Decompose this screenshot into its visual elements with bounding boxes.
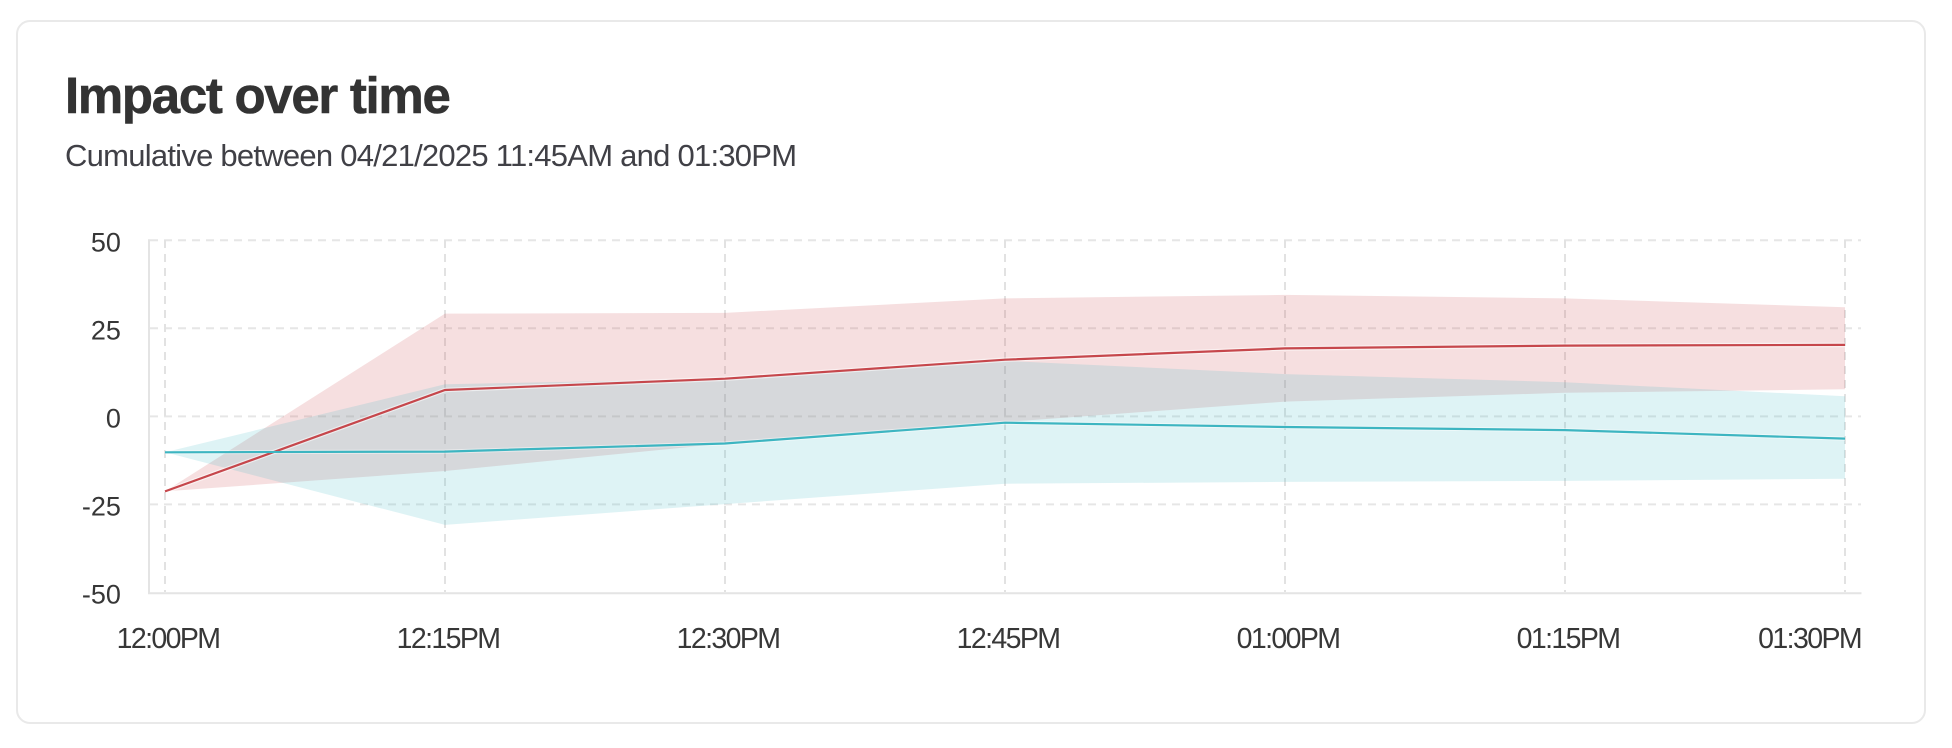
svg-text:-50: -50 xyxy=(82,580,121,610)
svg-text:0: 0 xyxy=(106,404,121,434)
svg-text:-25: -25 xyxy=(82,492,121,522)
svg-text:12:15PM: 12:15PM xyxy=(397,623,500,655)
svg-text:01:15PM: 01:15PM xyxy=(1517,623,1620,655)
svg-text:12:00PM: 12:00PM xyxy=(117,623,220,655)
svg-text:25: 25 xyxy=(91,316,121,346)
svg-text:12:30PM: 12:30PM xyxy=(677,623,780,655)
svg-text:01:30PM: 01:30PM xyxy=(1758,623,1861,655)
svg-text:12:45PM: 12:45PM xyxy=(957,623,1060,655)
svg-text:01:00PM: 01:00PM xyxy=(1237,623,1340,655)
svg-text:50: 50 xyxy=(91,228,121,258)
